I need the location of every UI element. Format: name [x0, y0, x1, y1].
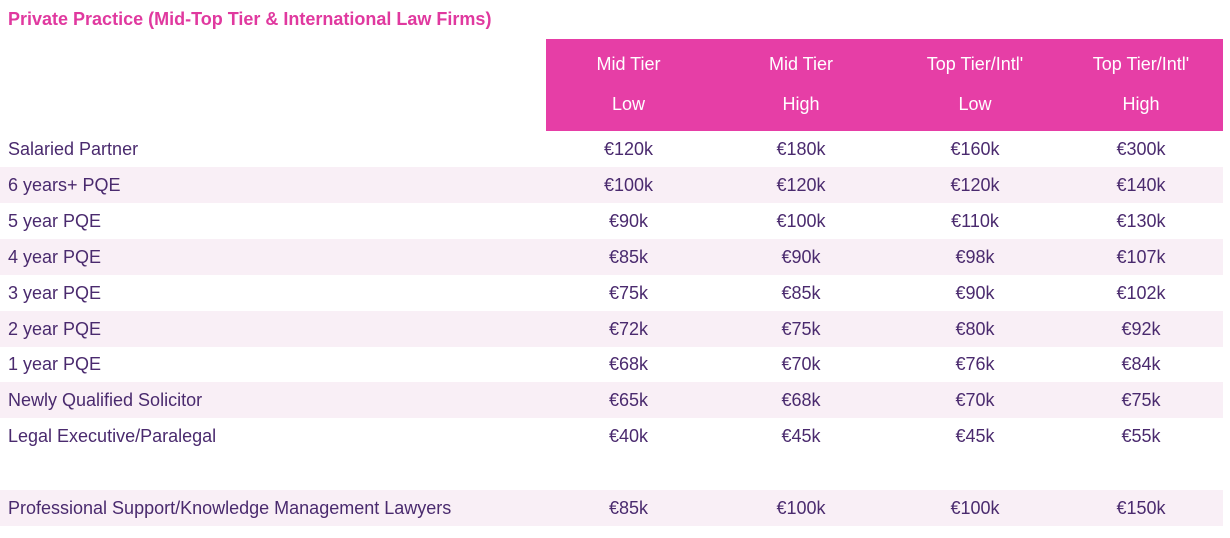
table-cell: €84k: [1121, 354, 1161, 374]
column-header-mid-tier-low: Mid Tier Low: [546, 39, 711, 131]
table-row: 6 years+ PQE €100k €120k €120k €140k: [0, 167, 1223, 203]
table-row: 1 year PQE €68k €70k €76k €84k: [0, 346, 1223, 382]
table-cell: €110k: [951, 211, 999, 231]
row-label: 4 year PQE: [8, 247, 102, 267]
table-cell: €98k: [955, 247, 995, 267]
row-label: 2 year PQE: [8, 319, 102, 339]
column-header-line2: High: [782, 94, 820, 114]
row-label: Salaried Partner: [8, 139, 139, 159]
row-label: 3 year PQE: [8, 283, 102, 303]
table-cell: €100k: [950, 498, 1000, 518]
column-header-top-tier-high: Top Tier/Intl' High: [1059, 39, 1223, 131]
table-cell: €100k: [603, 175, 654, 195]
table-cell: €120k: [603, 139, 654, 159]
table-cell: €85k: [608, 498, 649, 518]
table-row: 2 year PQE €72k €75k €80k €92k: [0, 311, 1223, 347]
table-cell: €107k: [1116, 247, 1166, 267]
table-cell: €72k: [608, 319, 649, 339]
table-cell: €130k: [1116, 211, 1166, 231]
table-cell: €90k: [608, 211, 649, 231]
table-cell: €100k: [776, 498, 826, 518]
table-cell: €85k: [781, 283, 821, 303]
column-header-line2: Low: [611, 94, 646, 114]
row-label: Legal Executive/Paralegal: [8, 426, 217, 446]
table-cell: €75k: [781, 319, 821, 339]
table-cell: €140k: [1116, 175, 1166, 195]
table-cell: €68k: [608, 354, 649, 374]
row-label: 5 year PQE: [8, 211, 102, 231]
table-row: 5 year PQE €90k €100k €110k €130k: [0, 203, 1223, 239]
table-cell: €68k: [781, 390, 821, 410]
column-header-line1: Mid Tier: [596, 54, 661, 74]
table-cell: €180k: [776, 139, 826, 159]
table-cell: €102k: [1116, 283, 1166, 303]
column-header-mid-tier-high: Mid Tier High: [711, 39, 891, 131]
column-header-line2: Low: [958, 94, 992, 114]
row-label: 6 years+ PQE: [8, 175, 121, 195]
table-cell: €150k: [1116, 498, 1166, 518]
table-row: 4 year PQE €85k €90k €98k €107k: [0, 239, 1223, 275]
table-row: Newly Qualified Solicitor €65k €68k €70k…: [0, 382, 1223, 418]
table-row: 3 year PQE €75k €85k €90k €102k: [0, 275, 1223, 311]
table-cell: €92k: [1121, 319, 1161, 339]
table-row-professional-support: Professional Support/Knowledge Managemen…: [0, 490, 1223, 526]
column-header-top-tier-low: Top Tier/Intl' Low: [891, 39, 1059, 131]
row-label: Professional Support/Knowledge Managemen…: [8, 498, 452, 518]
table-cell: €75k: [608, 283, 649, 303]
table-cell: €85k: [608, 247, 649, 267]
table-cell: €70k: [781, 354, 821, 374]
table-cell: €76k: [955, 354, 995, 374]
table-cell: €40k: [608, 426, 649, 446]
column-header-line1: Mid Tier: [768, 54, 833, 74]
table-row: Legal Executive/Paralegal €40k €45k €45k…: [0, 418, 1223, 454]
row-label: Newly Qualified Solicitor: [8, 390, 203, 410]
table-cell: €70k: [955, 390, 995, 410]
table-cell: €80k: [955, 319, 995, 339]
table-cell: €120k: [950, 175, 1000, 195]
table-cell: €65k: [608, 390, 649, 410]
table-header-band: [546, 39, 1223, 131]
table-cell: €120k: [776, 175, 826, 195]
table-cell: €300k: [1116, 139, 1166, 159]
table-cell: €55k: [1121, 426, 1161, 446]
table-title: Private Practice (Mid-Top Tier & Interna…: [8, 9, 492, 29]
table-cell: €160k: [950, 139, 1000, 159]
table-row: Salaried Partner €120k €180k €160k €300k: [0, 131, 1223, 167]
column-header-line1: Top Tier/Intl': [1092, 54, 1190, 74]
table-cell: €90k: [955, 283, 995, 303]
table-cell: €45k: [781, 426, 821, 446]
row-label: 1 year PQE: [8, 354, 102, 374]
column-header-line2: High: [1122, 94, 1160, 114]
column-header-line1: Top Tier/Intl': [926, 54, 1024, 74]
table-cell: €100k: [776, 211, 826, 231]
table-cell: €45k: [955, 426, 995, 446]
table-cell: €75k: [1121, 390, 1161, 410]
table-cell: €90k: [781, 247, 821, 267]
